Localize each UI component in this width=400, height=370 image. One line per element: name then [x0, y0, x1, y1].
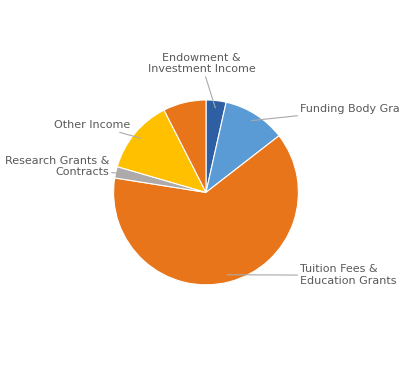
Text: Tuition Fees &
Education Grants: Tuition Fees & Education Grants [227, 265, 397, 286]
Wedge shape [206, 100, 226, 192]
Wedge shape [114, 136, 298, 285]
Wedge shape [164, 100, 206, 192]
Text: Research Grants &
Contracts: Research Grants & Contracts [4, 156, 123, 177]
Wedge shape [206, 102, 279, 192]
Text: Funding Body Grants: Funding Body Grants [252, 104, 400, 121]
Text: Endowment &
Investment Income: Endowment & Investment Income [148, 53, 255, 108]
Wedge shape [117, 110, 206, 192]
Text: Other Income: Other Income [54, 120, 140, 138]
Wedge shape [115, 166, 206, 192]
